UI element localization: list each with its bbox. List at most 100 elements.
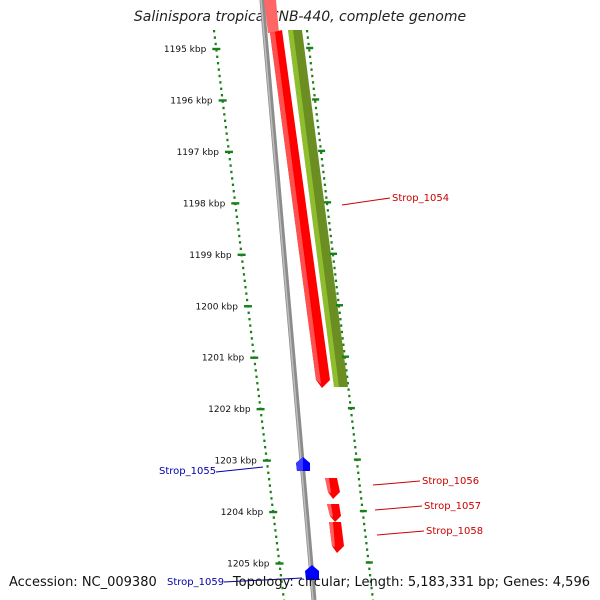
- ruler-dot: [277, 554, 280, 558]
- ruler-dot: [250, 337, 253, 340]
- ruler-dot: [216, 62, 220, 65]
- ruler-dot: [341, 337, 344, 340]
- ruler-dot: [360, 503, 364, 506]
- ruler-dot: [338, 311, 341, 314]
- ruler-dot: [266, 465, 269, 468]
- ruler-dot: [332, 260, 335, 263]
- ruler-dot: [276, 548, 279, 551]
- ruler-dot: [220, 94, 224, 97]
- gene-label-strop-1058[interactable]: Strop_1058: [426, 526, 483, 537]
- ruler-dot: [340, 330, 344, 334]
- ruler-dot: [258, 401, 261, 404]
- gene-feature-strop-1058[interactable]: [329, 522, 344, 553]
- ruler-dot: [322, 170, 325, 174]
- gene-label-strop-1057[interactable]: Strop_1057: [424, 501, 481, 512]
- ruler-dot: [354, 452, 358, 455]
- genome-backbone: [259, 0, 317, 600]
- ruler-dot: [339, 318, 342, 321]
- gene-feature-strop-1059[interactable]: [305, 565, 319, 580]
- ruler-dot: [329, 234, 332, 238]
- ruler-dot: [365, 542, 368, 545]
- leader-line-strop-1058: [376, 530, 425, 536]
- ruler-dot: [320, 158, 324, 161]
- ruler-dot: [244, 286, 247, 289]
- ruler-dot: [356, 465, 359, 468]
- ruler-dot: [366, 548, 369, 551]
- ruler-dot: [231, 177, 234, 180]
- tick-label: 1200 kbp: [196, 302, 239, 312]
- cds-feature-strop-1054[interactable]: [288, 30, 348, 387]
- ruler-dot: [224, 126, 227, 129]
- ruler-dot: [257, 388, 260, 391]
- gene-feature-strop-1054[interactable]: [264, 0, 330, 388]
- ruler-dot: [270, 497, 273, 500]
- ruler-dot: [350, 414, 353, 417]
- leader-line-strop-1059: [223, 577, 303, 583]
- gene-feature-strop-1056[interactable]: [325, 478, 340, 499]
- ruler-dot: [309, 62, 312, 65]
- ruler-dot: [274, 529, 277, 532]
- summary-text: Topology: circular; Length: 5,183,331 bp…: [232, 575, 590, 590]
- ruler-dot: [262, 433, 265, 436]
- ruler-dot: [242, 273, 246, 276]
- gene-feature-strop-1055[interactable]: [296, 457, 310, 471]
- ruler-dot: [242, 266, 245, 270]
- ruler-dot: [330, 241, 333, 244]
- ruler-dot: [347, 388, 350, 391]
- leader-line-strop-1057: [374, 505, 423, 511]
- ruler-dot: [247, 311, 250, 314]
- gene-label-strop-1056[interactable]: Strop_1056: [422, 476, 479, 487]
- ruler-dot: [236, 222, 239, 225]
- ruler-dot: [334, 273, 337, 276]
- ruler-dot: [215, 49, 218, 52]
- tick-label: 1204 kbp: [221, 508, 264, 518]
- ruler-dot: [317, 132, 321, 135]
- gene-label-strop-1054[interactable]: Strop_1054: [392, 193, 449, 204]
- ruler-dot: [272, 516, 275, 519]
- ruler-dot: [346, 382, 349, 385]
- ruler-dot: [225, 132, 228, 135]
- ruler-dot: [217, 68, 220, 71]
- ruler-dot: [246, 298, 249, 302]
- ruler-dot: [220, 87, 223, 90]
- ruler-dot: [255, 375, 258, 378]
- ruler-dot: [281, 586, 284, 590]
- ruler-dot: [233, 196, 236, 199]
- ruler-dot: [363, 522, 366, 526]
- ruler-dot: [311, 74, 314, 78]
- ruler-dot: [358, 484, 361, 487]
- ruler-dot: [331, 247, 334, 250]
- ruler-dot: [352, 433, 355, 436]
- ruler-dot: [326, 209, 329, 212]
- ruler-dot: [351, 426, 355, 430]
- ruler-dot: [273, 522, 276, 526]
- ruler-dot: [360, 497, 363, 500]
- leader-line-strop-1054: [341, 197, 391, 206]
- ruler-dot: [319, 145, 322, 148]
- ruler-dot: [351, 420, 354, 423]
- ruler-dot: [310, 68, 313, 71]
- ruler-dot: [264, 452, 268, 455]
- ruler-dot: [251, 343, 254, 346]
- ruler-dot: [280, 580, 283, 583]
- ruler-dot: [311, 81, 315, 84]
- ruler-dot: [252, 350, 255, 353]
- ruler-dot: [267, 471, 270, 474]
- ruler-dot: [363, 529, 367, 532]
- ruler-dot: [238, 234, 241, 238]
- ruler-dot: [328, 222, 331, 225]
- ruler-dot: [229, 164, 232, 167]
- ruler-dot: [337, 298, 340, 302]
- gene-feature-strop-1057[interactable]: [327, 504, 341, 522]
- ruler-dot: [315, 113, 318, 116]
- ruler-dot: [268, 478, 271, 481]
- gene-label-strop-1055[interactable]: Strop_1055: [159, 466, 216, 477]
- ruler-dot: [308, 49, 311, 52]
- ruler-dot: [317, 126, 320, 129]
- ruler-dot: [307, 42, 310, 46]
- ruler-dot: [326, 202, 329, 206]
- ruler-dot: [256, 382, 259, 385]
- gene-label-strop-1059[interactable]: Strop_1059: [167, 577, 224, 588]
- tick-label: 1198 kbp: [183, 199, 226, 209]
- ruler-dot: [336, 292, 339, 295]
